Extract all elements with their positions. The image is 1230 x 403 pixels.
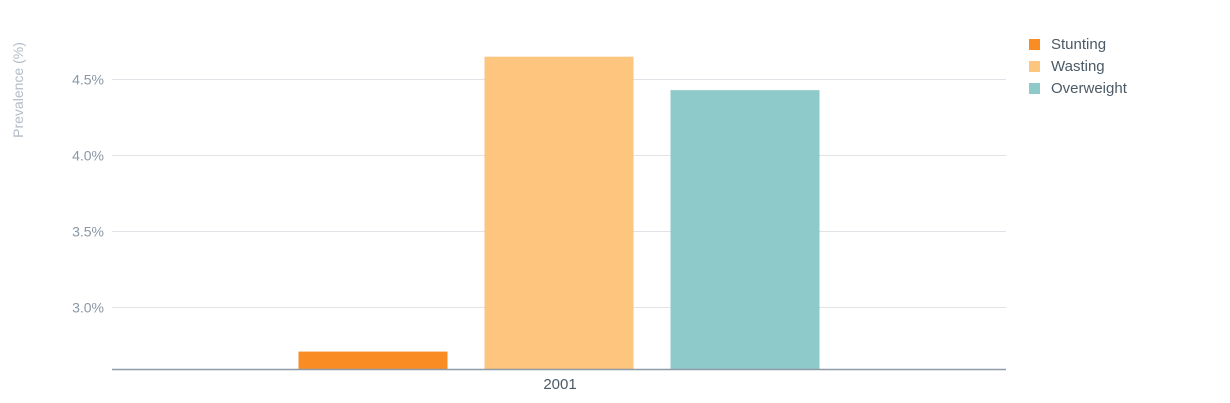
y-tick-label: 4.0% <box>72 148 104 164</box>
legend-label-wasting: Wasting <box>1051 57 1105 75</box>
y-axis-title-text: Prevalence (%) <box>10 42 26 138</box>
legend-item-overweight[interactable]: Overweight <box>1029 77 1127 99</box>
bar-wasting <box>484 56 634 369</box>
legend-swatch-overweight <box>1029 82 1040 94</box>
legend-label-stunting: Stunting <box>1051 35 1107 53</box>
legend-label-overweight: Overweight <box>1051 79 1127 97</box>
y-tick-label: 4.5% <box>72 72 104 88</box>
legend-swatch-stunting <box>1029 38 1040 50</box>
y-tick-label: 3.5% <box>72 224 104 240</box>
legend-item-wasting[interactable]: Wasting <box>1029 55 1127 77</box>
bar-stunting <box>298 351 448 369</box>
y-tick-label: 3.0% <box>72 300 104 316</box>
x-tick-label: 2001 <box>543 376 576 393</box>
legend-swatch-wasting <box>1029 60 1040 72</box>
bar-overweight <box>670 90 820 369</box>
legend: Stunting Wasting Overweight <box>1029 33 1127 99</box>
legend-item-stunting[interactable]: Stunting <box>1029 33 1127 55</box>
y-axis-title: Prevalence (%) <box>4 30 26 150</box>
